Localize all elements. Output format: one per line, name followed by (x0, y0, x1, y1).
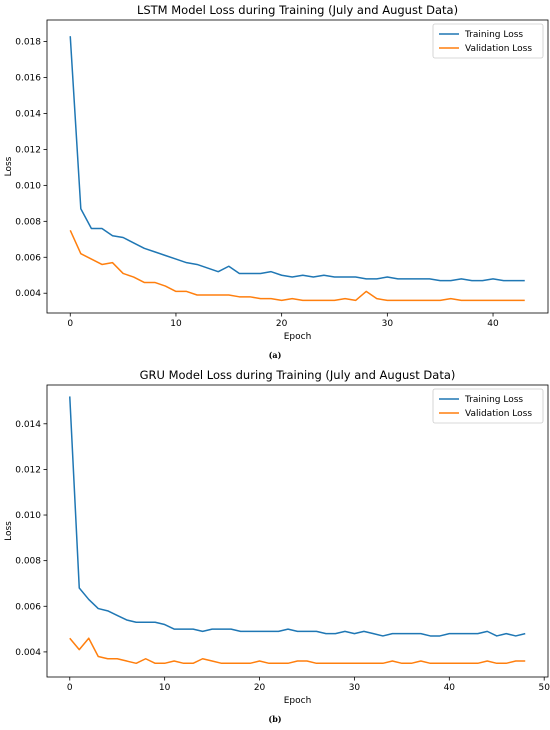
x-tick-label: 20 (276, 319, 288, 329)
y-tick-label: 0.010 (15, 511, 41, 521)
x-tick-label: 30 (349, 683, 361, 693)
figure-caption: (a) (269, 350, 282, 360)
plot-frame (46, 19, 549, 314)
y-axis-label: Loss (4, 521, 14, 541)
figure-caption: (b) (268, 714, 281, 724)
y-tick-label: 0.012 (15, 145, 41, 155)
series-line-training-loss (69, 36, 525, 282)
x-tick-label: 30 (382, 319, 394, 329)
chart-title: GRU Model Loss during Training (July and… (140, 368, 456, 382)
x-tick-label: 10 (159, 683, 171, 693)
legend-label: Validation Loss (465, 44, 532, 54)
legend: Training Loss Validation Loss (432, 388, 544, 424)
y-axis-label: Loss (4, 156, 14, 176)
y-tick-label: 0.006 (15, 602, 41, 612)
y-tick-label: 0.014 (15, 420, 41, 430)
y-tick-label: 0.006 (15, 253, 41, 263)
legend-box (432, 23, 544, 59)
chart-lstm: LSTM Model Loss during Training (July an… (4, 3, 549, 360)
x-tick-label: 20 (254, 683, 266, 693)
y-tick-label: 0.010 (15, 181, 41, 191)
x-tick-label: 10 (170, 319, 182, 329)
y-tick-label: 0.004 (15, 289, 41, 299)
x-axis-label: Epoch (284, 332, 312, 342)
legend-label: Training Loss (464, 30, 523, 40)
y-tick-label: 0.018 (15, 38, 41, 48)
legend-label: Training Loss (464, 395, 523, 405)
series-line-validation-loss (69, 230, 525, 302)
series-line-training-loss (69, 396, 526, 637)
x-tick-label: 0 (67, 683, 73, 693)
legend-label: Validation Loss (465, 409, 532, 419)
chart-title: LSTM Model Loss during Training (July an… (137, 3, 458, 17)
x-tick-label: 40 (444, 683, 456, 693)
y-tick-label: 0.016 (15, 74, 41, 84)
y-tick-label: 0.008 (15, 217, 41, 227)
legend: Training Loss Validation Loss (432, 23, 544, 59)
y-tick-label: 0.008 (15, 557, 41, 567)
y-tick-label: 0.004 (15, 648, 41, 658)
y-tick-label: 0.014 (15, 109, 41, 119)
x-tick-label: 50 (538, 683, 550, 693)
x-tick-label: 40 (487, 319, 499, 329)
x-tick-label: 0 (67, 319, 73, 329)
x-axis-label: Epoch (284, 696, 312, 706)
legend-box (432, 388, 544, 424)
plot-frame (46, 384, 549, 678)
chart-gru: GRU Model Loss during Training (July and… (4, 368, 550, 724)
y-tick-label: 0.012 (15, 465, 41, 475)
series-line-validation-loss (69, 637, 526, 665)
